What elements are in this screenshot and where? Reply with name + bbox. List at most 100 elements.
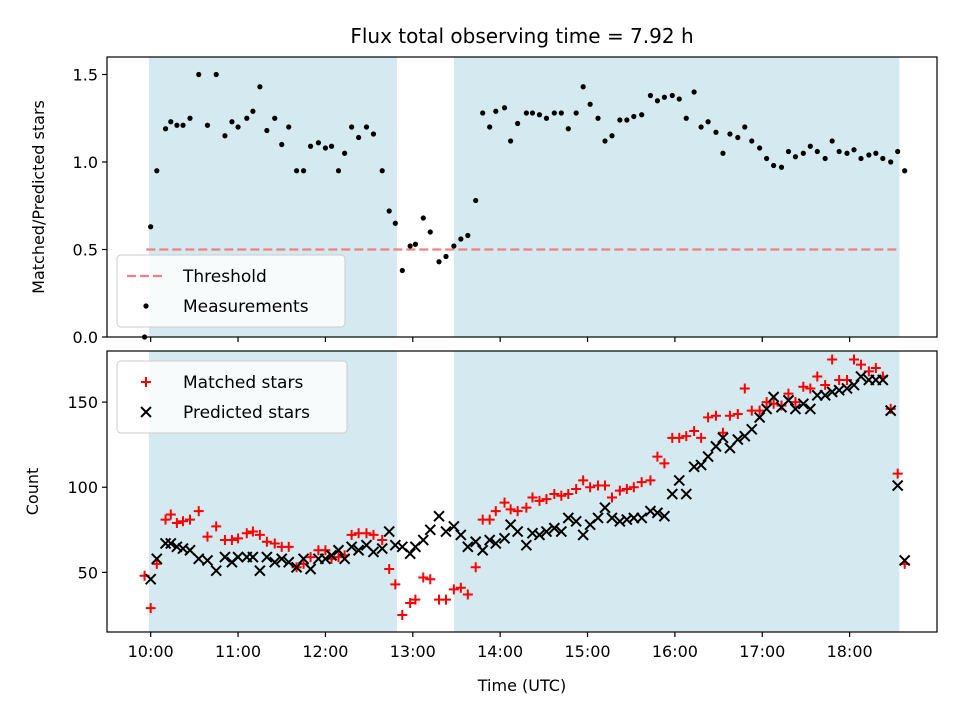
predicted-stars-point [717,432,729,444]
measurements-point [727,131,733,137]
matched-stars-point [202,531,213,542]
measurements-point [705,119,711,125]
matched-stars-point [798,381,809,392]
matched-stars-point [425,574,436,585]
legend-label: Predicted stars [183,403,310,423]
count-y-tick-label: 50 [78,563,98,582]
measurements-point [523,110,529,116]
measurements-point [363,124,370,130]
matched-stars-point [320,545,331,556]
measurements-point [683,115,689,121]
matched-stars-point [549,489,560,500]
predicted-stars-point [695,459,707,471]
predicted-stars-point [424,524,436,536]
matched-stars-point [269,538,280,549]
measurements-point [480,110,486,116]
matched-stars-point [193,506,204,517]
measurements-point [235,124,241,130]
measurements-point [180,122,186,128]
measurements-point [785,148,792,155]
measurements-point [844,150,850,156]
predicted-stars-point [562,512,575,524]
predicted-stars-point [651,507,664,519]
matched-stars-point [674,432,685,443]
measurements-point [661,94,668,100]
predicted-stars-point [819,389,831,401]
matched-stars-point [490,506,501,517]
matched-stars-point [754,405,765,416]
predicted-stars-point [325,549,338,562]
matched-stars-point [659,458,670,469]
matched-stars-point [614,485,625,496]
predicted-stars-point [848,379,860,391]
measurements-point [515,120,521,127]
measurements-point [631,113,637,120]
x-tick-label: 11:00 [215,642,261,661]
measurements-point [654,98,661,104]
x-tick-label: 10:00 [128,642,174,661]
predicted-stars-point [448,520,460,533]
predicted-stars-point [753,411,766,424]
predicted-stars-point [210,564,222,577]
count-axes-frame [106,350,938,633]
measurements-point [778,164,785,170]
measurements-point [307,143,314,149]
measurements-point [458,236,464,242]
predicted-stars-point [247,551,259,563]
predicted-stars-point [290,561,303,573]
predicted-stars-point [383,525,395,538]
legend-label: Matched stars [183,373,303,393]
x-tick-label: 18:00 [827,642,873,661]
matched-stars-point [211,521,222,532]
ratio-shaded-interval [453,57,900,337]
predicted-stars-point [476,544,489,556]
predicted-stars-point [219,551,231,563]
measurements-point [669,92,675,99]
measurements-point [771,162,777,169]
matched-stars-point [397,609,408,620]
matched-stars-point [390,579,401,590]
predicted-stars-point [599,501,611,514]
matched-stars-point [556,490,567,501]
matched-stars-point [541,494,552,505]
predicted-stars-point [746,423,758,436]
predicted-stars-point [548,522,561,534]
measurements-point [328,143,335,149]
measurements-point [536,112,543,118]
measurements-point [691,89,697,95]
predicted-stars-point [673,474,685,487]
measurements-point [735,134,741,141]
measurements-point [873,150,879,156]
ratio-y-axis-label: Matched/Predicted stars [29,100,48,294]
x-axis-label: Time (UTC) [477,676,566,695]
measurements-point [379,168,385,174]
measurements-point [676,96,682,102]
matched-stars-point [512,506,523,517]
matched-stars-point [636,477,647,488]
matched-stars-point [361,528,372,539]
matched-stars-point [689,426,700,437]
predicted-stars-point [658,510,671,522]
predicted-stars-point [352,544,365,556]
x-tick-label: 13:00 [390,642,436,661]
count-panel: 50 100 150 10:00 11:00 12:00 13:00 14:00 15:00 16… [23,350,938,661]
measurements-point [300,168,307,174]
measurements-point [749,138,755,144]
predicted-stars-point [490,537,502,550]
predicted-stars-point [440,525,452,538]
predicted-stars-point [884,404,897,417]
measurements-point [264,127,270,134]
measurements-point [250,108,256,114]
count-y-tick-label: 100 [67,478,98,497]
predicted-stars-point [841,382,853,395]
ratio-panel: 0.0 0.5 1.0 1.5 Matched/Predicted stars Thres… [29,56,938,347]
matched-stars-point [600,480,610,491]
measurements-point [800,150,806,156]
legend-marker-swatch [140,406,152,418]
matched-stars-point [305,552,316,563]
predicted-stars-point [261,551,273,563]
matched-stars-point [703,412,714,423]
matched-stars-point [410,594,421,605]
measurements-point [851,147,857,153]
matched-stars-point [151,558,162,569]
